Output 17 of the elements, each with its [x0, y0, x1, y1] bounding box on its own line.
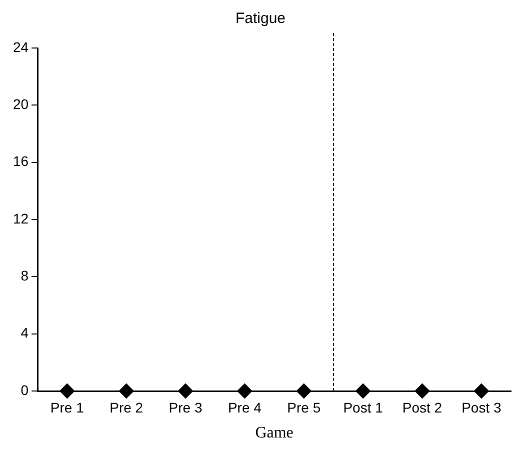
- x-tick-label: Post 3: [462, 399, 502, 416]
- x-axis-title: Game: [255, 424, 294, 442]
- x-tick-label: Pre 2: [110, 399, 144, 416]
- x-tick-label: Post 1: [343, 399, 384, 416]
- y-tick-label: 16: [12, 153, 29, 170]
- x-tick-label: Pre 4: [228, 399, 262, 416]
- y-tick-label: 4: [20, 324, 29, 341]
- y-tick-label: 0: [20, 382, 29, 398]
- x-tick-label: Pre 5: [287, 399, 321, 416]
- y-tick-label: 24: [12, 38, 29, 55]
- x-tick-label: Post 2: [402, 399, 442, 416]
- x-tick-label: Pre 3: [168, 399, 202, 416]
- y-tick-label: 8: [20, 268, 29, 284]
- y-tick-label: 20: [12, 96, 29, 112]
- y-tick-label: 12: [12, 210, 29, 226]
- x-tick-label: Pre 1: [50, 399, 84, 416]
- chart-title: Fatigue: [235, 10, 286, 28]
